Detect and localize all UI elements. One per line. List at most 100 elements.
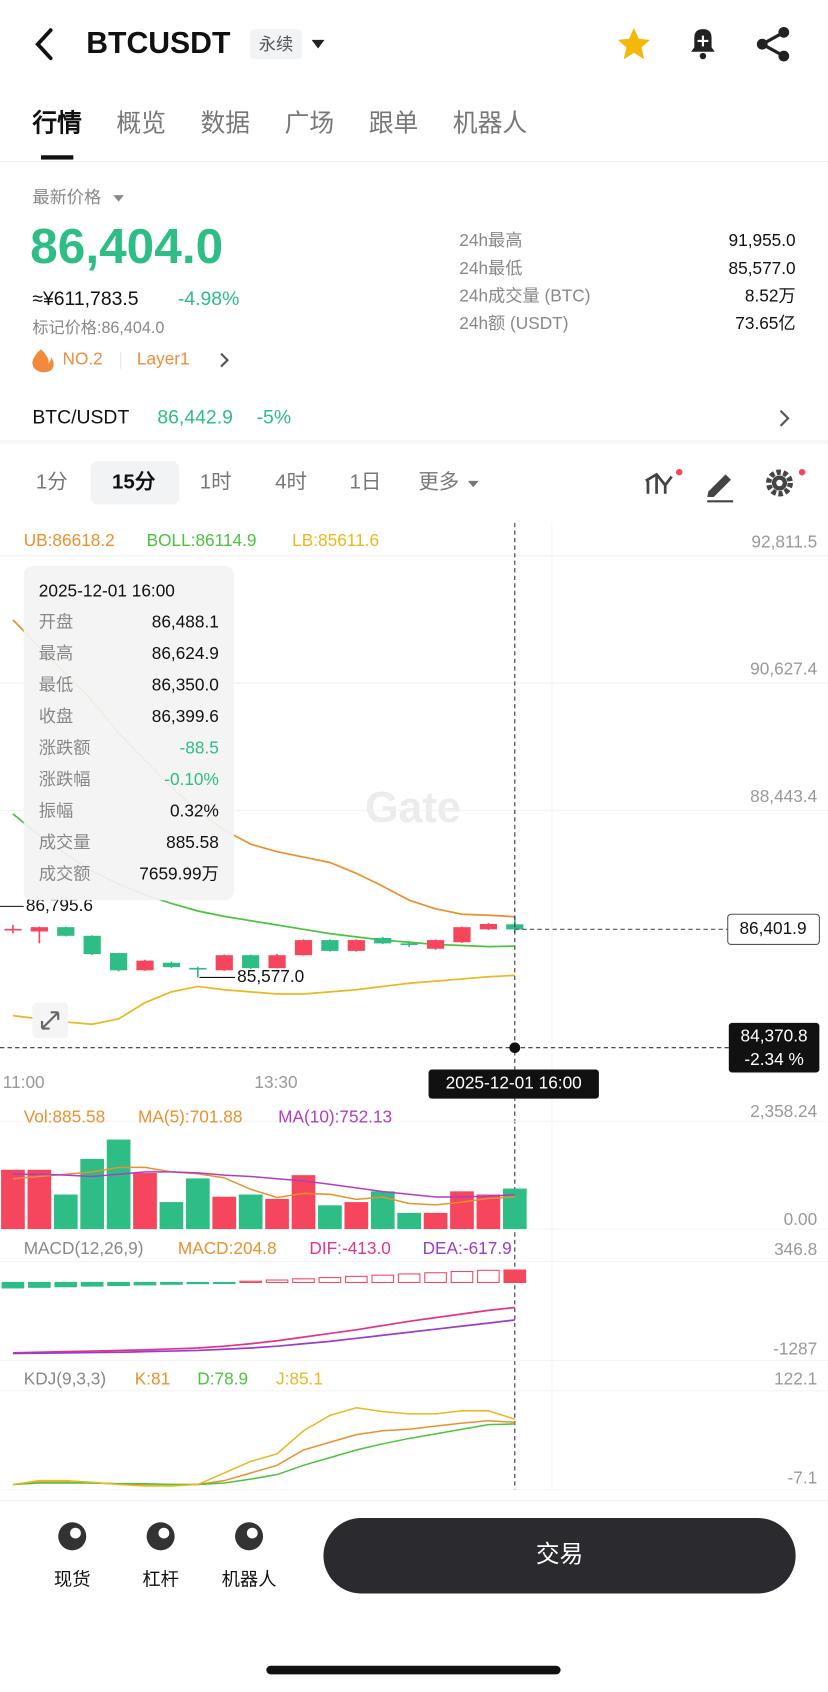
stat-label: 24h最低	[459, 258, 522, 278]
tooltip-bg	[23, 566, 234, 901]
nav-icon-dot[interactable]	[246, 1527, 258, 1539]
volume-ma-line	[12, 1166, 515, 1206]
stat-value: 8.52万	[745, 285, 796, 305]
macd-bar	[397, 1273, 421, 1283]
alert-icon[interactable]	[691, 29, 715, 60]
low-label: 85,577.0	[237, 966, 304, 986]
tab[interactable]: 机器人	[453, 110, 527, 138]
volume-ma-line	[12, 1171, 515, 1198]
contract-tag: 永续	[259, 34, 293, 54]
index-change: -5%	[257, 406, 291, 428]
candle-body	[83, 935, 101, 955]
tooltip-value: 885.58	[166, 832, 219, 852]
tab[interactable]: 跟单	[369, 110, 419, 138]
tooltip-value: -0.10%	[164, 769, 219, 789]
crosshair-time-box	[428, 1069, 599, 1099]
y-tick-label: 122.1	[774, 1369, 817, 1389]
macd-bar	[212, 1281, 236, 1285]
macd-bar	[371, 1274, 395, 1283]
nav-label[interactable]: 现货	[54, 1568, 91, 1589]
settings-icon[interactable]	[766, 468, 806, 497]
volume-bar	[502, 1188, 527, 1230]
favorite-icon[interactable]	[617, 28, 651, 60]
expand-icon[interactable]	[40, 1011, 60, 1030]
tooltip-value: 86,624.9	[152, 643, 219, 663]
tag-bg	[250, 29, 302, 60]
macd-bar	[80, 1281, 104, 1287]
macd-bar	[186, 1281, 210, 1285]
stat-value: 73.65亿	[735, 313, 795, 333]
macd-bar	[133, 1281, 157, 1286]
price-dropdown[interactable]	[113, 195, 124, 202]
dif-line	[12, 1306, 515, 1354]
tab[interactable]: 数据	[201, 110, 251, 138]
macd-bar	[318, 1277, 342, 1283]
boll-line	[12, 974, 515, 1026]
x-tick-label: 13:30	[254, 1072, 297, 1092]
nav-label[interactable]: 杠杆	[142, 1568, 179, 1589]
macd-legend: MACD(12,26,9)	[24, 1238, 144, 1258]
candle-body	[109, 953, 128, 971]
interval[interactable]: 更多	[418, 470, 459, 493]
home-indicator	[266, 1665, 561, 1675]
candle-body	[30, 927, 48, 932]
volume-legend: MA(5):701.88	[138, 1107, 242, 1127]
interval-active-bg	[90, 461, 179, 505]
kdj-line	[12, 1420, 515, 1486]
pair-dropdown[interactable]	[311, 39, 325, 49]
back-button[interactable]	[35, 28, 53, 61]
volume-bar	[106, 1139, 131, 1230]
sector: Layer1	[137, 349, 190, 369]
interval[interactable]: 1日	[350, 470, 382, 493]
tooltip-label: 收盘	[39, 706, 73, 726]
y-tick-label: 92,811.5	[751, 531, 817, 551]
kdj-line	[12, 1423, 515, 1486]
candle-body	[347, 940, 365, 951]
interval[interactable]: 1时	[200, 470, 232, 493]
dea-line	[12, 1319, 515, 1355]
tab[interactable]: 行情	[31, 110, 82, 138]
macd-bar	[54, 1281, 78, 1288]
interval[interactable]: 1分	[36, 470, 68, 493]
tooltip-value: 86,350.0	[152, 675, 219, 695]
y-tick-label: 88,443.4	[750, 786, 818, 806]
interval[interactable]: 15分	[112, 470, 156, 493]
macd-legend: DIF:-413.0	[309, 1238, 390, 1258]
stat-value: 91,955.0	[729, 230, 796, 250]
draw-icon[interactable]	[707, 474, 734, 503]
y-tick-label: -7.1	[788, 1468, 818, 1488]
macd-bar	[265, 1279, 289, 1283]
candle-body	[479, 923, 498, 930]
tooltip-label: 振幅	[39, 801, 73, 821]
trade-button[interactable]	[323, 1517, 796, 1594]
volume-bar	[133, 1173, 157, 1230]
macd-bar	[292, 1278, 315, 1283]
nav-icon-dot[interactable]	[70, 1527, 81, 1539]
kdj-legend: D:78.9	[197, 1369, 248, 1389]
tooltip-label: 成交额	[39, 864, 91, 884]
interval[interactable]: 4时	[275, 470, 307, 493]
nav-icon-dot[interactable]	[158, 1527, 170, 1539]
nav-label[interactable]: 机器人	[222, 1568, 277, 1589]
tooltip-label: 涨跌幅	[39, 769, 91, 789]
indicator-icon[interactable]	[645, 468, 683, 494]
sector-arrow[interactable]	[220, 352, 230, 368]
price-label: 最新价格	[32, 187, 101, 207]
tab[interactable]: 广场	[285, 110, 335, 138]
crosshair-price: 84,370.8	[741, 1025, 808, 1045]
macd-bar	[239, 1280, 262, 1283]
watermark: Gate	[365, 784, 461, 832]
kdj-legend: K:81	[135, 1369, 170, 1389]
index-pair: BTC/USDT	[32, 406, 129, 428]
crosshair-box	[728, 1022, 820, 1073]
tooltip-value: 7659.99万	[139, 864, 219, 884]
trade-button-label[interactable]: 交易	[536, 1541, 583, 1568]
index-price: 86,442.9	[157, 406, 232, 428]
tab[interactable]: 概览	[116, 110, 166, 138]
candle-body	[136, 960, 154, 971]
share-icon[interactable]	[756, 26, 790, 62]
volume-bar	[212, 1196, 237, 1230]
index-arrow[interactable]	[779, 410, 790, 427]
kdj-line	[12, 1406, 516, 1487]
more-dropdown[interactable]	[467, 480, 479, 488]
